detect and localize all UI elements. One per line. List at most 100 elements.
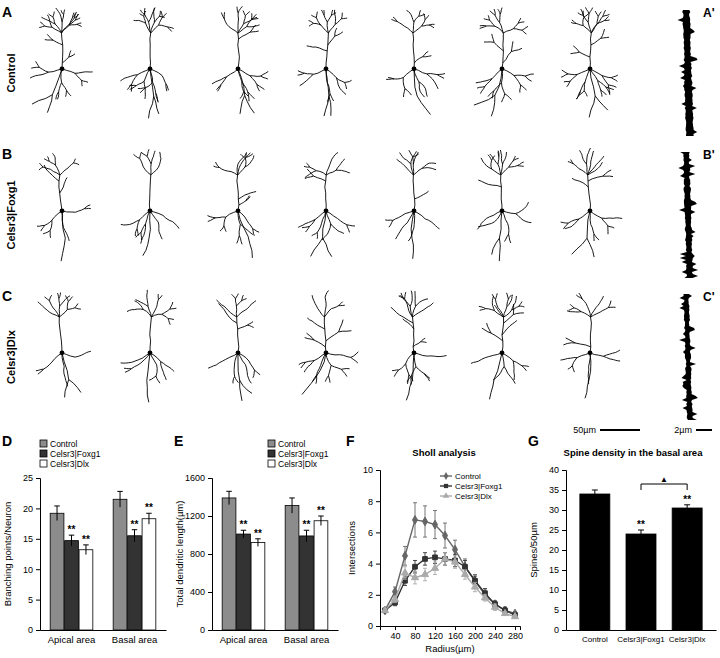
neuron-tracing (299, 291, 359, 395)
tick-label: Celsr3|Foxg1 (617, 635, 665, 644)
error-bar-cap (443, 552, 447, 553)
soma (324, 66, 329, 71)
legend-marker (444, 484, 448, 488)
neuron-tracing (120, 8, 173, 119)
tick-label: 20 (23, 504, 33, 514)
x-axis: Apical areaBasal area (213, 631, 339, 645)
neuron-tracing (298, 153, 355, 257)
error-bar (132, 530, 137, 542)
bar (50, 513, 64, 630)
chart-panel: D0510152025Apical areaBasal areaBranchin… (2, 433, 167, 645)
tick-mark (208, 516, 212, 517)
error-bar-cap (54, 505, 59, 506)
point (441, 555, 448, 561)
tick-label: 0 (368, 621, 373, 631)
tick-mark (475, 626, 476, 630)
soma (412, 66, 417, 71)
tick-label: 0 (200, 625, 205, 635)
tick: Basal area (112, 634, 158, 645)
soma (148, 208, 153, 213)
point (401, 569, 408, 575)
scale-bar-label: 50µm (573, 425, 596, 435)
error-bar-stem (594, 490, 595, 498)
bar (113, 499, 127, 630)
tick-label: Celsr3|Dlx (669, 635, 706, 644)
error-bar-cap (413, 571, 417, 572)
legend-swatch (40, 440, 47, 447)
neuron-tracing (212, 6, 268, 114)
tick: 5 (554, 605, 566, 615)
error-bar-cap (413, 502, 417, 503)
tick-label: 80 (410, 631, 420, 641)
error-bar (83, 545, 88, 555)
neuron-tracing (208, 294, 260, 401)
panel-label: C' (703, 290, 715, 304)
legend-label: Control (455, 472, 481, 481)
y-axis: 040080012001600 (185, 473, 213, 635)
chart-title: Spine density in the basal area (564, 447, 704, 458)
tick-label: Basal area (284, 634, 330, 645)
neuron-tracing (561, 293, 621, 398)
error-bar (423, 553, 427, 565)
error-bar-stem (257, 539, 258, 547)
point (381, 606, 388, 612)
tick: 0 (554, 625, 566, 635)
neuron-tracing (121, 149, 179, 255)
soma (588, 350, 593, 355)
error-bar-cap (403, 566, 407, 567)
tick-mark (208, 554, 212, 555)
legend-swatch (40, 460, 47, 467)
point (412, 516, 417, 525)
legend-label: Celsr3|Foxg1 (278, 449, 329, 459)
tick-mark (562, 570, 566, 571)
panel-label: G (528, 433, 539, 449)
tick-mark (562, 590, 566, 591)
error-bar-cap (443, 565, 447, 566)
point (411, 574, 418, 580)
tick: 0 (28, 625, 40, 635)
tick: 40 (390, 626, 400, 641)
error-bar-cap (423, 505, 427, 506)
error-bar (638, 530, 644, 538)
x-axis: ControlCelsr3|Foxg1Celsr3|Dlx (567, 631, 717, 644)
error-bar-cap (493, 610, 497, 611)
tick-mark (36, 508, 40, 509)
tick-mark (208, 478, 212, 479)
error-bar-cap (403, 585, 407, 586)
error-bar-stem (641, 530, 642, 538)
error-bar-cap (433, 551, 437, 552)
error-bar-cap (453, 555, 457, 556)
tick-mark (562, 530, 566, 531)
tick-label: 10 (549, 585, 559, 595)
annotation: ** (240, 519, 248, 530)
tick: Celsr3|Foxg1 (617, 635, 665, 644)
tick-label: 15 (549, 565, 559, 575)
error-bar-cap (473, 576, 477, 577)
error-bar (318, 516, 323, 526)
axis-line (567, 630, 717, 631)
row-label: Celsr3|Dlx (5, 329, 17, 384)
tick-label: 800 (190, 549, 205, 559)
error-bar-stem (85, 545, 86, 555)
point (452, 545, 457, 554)
significance-bracket (641, 484, 687, 490)
tick-mark (36, 539, 40, 540)
tick-mark (395, 626, 396, 630)
annotation: ** (637, 519, 645, 530)
tick-label: 2 (368, 590, 373, 600)
panel-label: A (2, 4, 12, 20)
tick-label: 4 (368, 559, 373, 569)
point (471, 583, 478, 589)
annotation: ** (303, 519, 311, 530)
panel-label: B' (703, 148, 715, 162)
tick-mark (36, 630, 40, 631)
point (501, 609, 508, 615)
tick: 400 (190, 587, 212, 597)
soma (60, 66, 65, 71)
tick: 5 (28, 595, 40, 605)
soma (324, 208, 329, 213)
axis-line (36, 479, 41, 631)
soma (236, 208, 241, 213)
error-bar-cap (413, 583, 417, 584)
error-bar-stem (306, 530, 307, 541)
